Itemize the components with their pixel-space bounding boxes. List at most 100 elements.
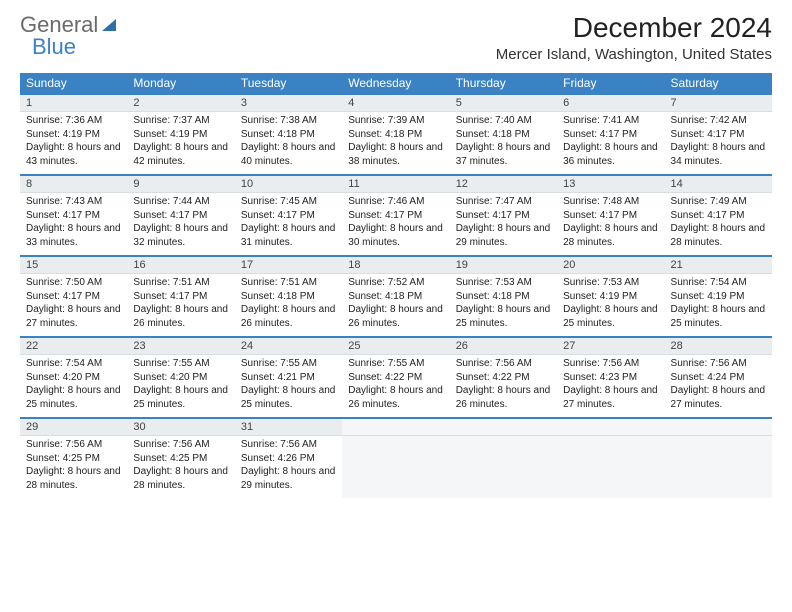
calendar-day-cell: 2Sunrise: 7:37 AMSunset: 4:19 PMDaylight…: [127, 94, 234, 175]
day-number: 11: [342, 176, 449, 193]
day-number: 9: [127, 176, 234, 193]
calendar-day-cell: 26Sunrise: 7:56 AMSunset: 4:22 PMDayligh…: [450, 337, 557, 418]
day-number: 12: [450, 176, 557, 193]
day-body: Sunrise: 7:47 AMSunset: 4:17 PMDaylight:…: [450, 193, 557, 255]
calendar-week-row: 22Sunrise: 7:54 AMSunset: 4:20 PMDayligh…: [20, 337, 772, 418]
day-body: Sunrise: 7:55 AMSunset: 4:21 PMDaylight:…: [235, 355, 342, 417]
daylight-line: Daylight: 8 hours and 26 minutes.: [348, 384, 443, 411]
sunrise-line: Sunrise: 7:50 AM: [26, 276, 121, 290]
day-number: 23: [127, 338, 234, 355]
sunset-line: Sunset: 4:18 PM: [241, 128, 336, 142]
sunrise-line: Sunrise: 7:56 AM: [671, 357, 766, 371]
sunset-line: Sunset: 4:22 PM: [348, 371, 443, 385]
day-number: 15: [20, 257, 127, 274]
day-body: Sunrise: 7:56 AMSunset: 4:22 PMDaylight:…: [450, 355, 557, 417]
sunset-line: Sunset: 4:21 PM: [241, 371, 336, 385]
sunrise-line: Sunrise: 7:56 AM: [133, 438, 228, 452]
sunset-line: Sunset: 4:19 PM: [133, 128, 228, 142]
daylight-line: Daylight: 8 hours and 34 minutes.: [671, 141, 766, 168]
day-body: Sunrise: 7:53 AMSunset: 4:19 PMDaylight:…: [557, 274, 664, 336]
sunrise-line: Sunrise: 7:56 AM: [241, 438, 336, 452]
calendar-day-cell: 14Sunrise: 7:49 AMSunset: 4:17 PMDayligh…: [665, 175, 772, 256]
day-number: 19: [450, 257, 557, 274]
day-body: Sunrise: 7:56 AMSunset: 4:24 PMDaylight:…: [665, 355, 772, 417]
daylight-line: Daylight: 8 hours and 27 minutes.: [26, 303, 121, 330]
sunset-line: Sunset: 4:25 PM: [26, 452, 121, 466]
header: General December 2024 Mercer Island, Was…: [0, 0, 792, 67]
day-body: Sunrise: 7:46 AMSunset: 4:17 PMDaylight:…: [342, 193, 449, 255]
daylight-line: Daylight: 8 hours and 28 minutes.: [133, 465, 228, 492]
day-number: 29: [20, 419, 127, 436]
day-body: Sunrise: 7:51 AMSunset: 4:17 PMDaylight:…: [127, 274, 234, 336]
day-body: Sunrise: 7:56 AMSunset: 4:25 PMDaylight:…: [20, 436, 127, 498]
sunrise-line: Sunrise: 7:46 AM: [348, 195, 443, 209]
daylight-line: Daylight: 8 hours and 25 minutes.: [26, 384, 121, 411]
day-body: Sunrise: 7:51 AMSunset: 4:18 PMDaylight:…: [235, 274, 342, 336]
logo-text-2: Blue: [32, 34, 76, 60]
daylight-line: Daylight: 8 hours and 25 minutes.: [671, 303, 766, 330]
sunrise-line: Sunrise: 7:51 AM: [241, 276, 336, 290]
day-body: Sunrise: 7:43 AMSunset: 4:17 PMDaylight:…: [20, 193, 127, 255]
daylight-line: Daylight: 8 hours and 30 minutes.: [348, 222, 443, 249]
day-body: Sunrise: 7:55 AMSunset: 4:20 PMDaylight:…: [127, 355, 234, 417]
calendar-day-cell: [450, 418, 557, 498]
day-body: Sunrise: 7:39 AMSunset: 4:18 PMDaylight:…: [342, 112, 449, 174]
sunset-line: Sunset: 4:20 PM: [26, 371, 121, 385]
calendar-day-cell: 23Sunrise: 7:55 AMSunset: 4:20 PMDayligh…: [127, 337, 234, 418]
day-body: Sunrise: 7:44 AMSunset: 4:17 PMDaylight:…: [127, 193, 234, 255]
day-body: Sunrise: 7:45 AMSunset: 4:17 PMDaylight:…: [235, 193, 342, 255]
sunset-line: Sunset: 4:17 PM: [563, 209, 658, 223]
day-number: 5: [450, 95, 557, 112]
calendar-day-cell: 15Sunrise: 7:50 AMSunset: 4:17 PMDayligh…: [20, 256, 127, 337]
sunrise-line: Sunrise: 7:37 AM: [133, 114, 228, 128]
daylight-line: Daylight: 8 hours and 25 minutes.: [456, 303, 551, 330]
day-header: Sunday: [20, 73, 127, 94]
calendar-day-cell: 24Sunrise: 7:55 AMSunset: 4:21 PMDayligh…: [235, 337, 342, 418]
sunrise-line: Sunrise: 7:53 AM: [563, 276, 658, 290]
day-header: Friday: [557, 73, 664, 94]
sunrise-line: Sunrise: 7:45 AM: [241, 195, 336, 209]
day-number: 21: [665, 257, 772, 274]
calendar-day-cell: 4Sunrise: 7:39 AMSunset: 4:18 PMDaylight…: [342, 94, 449, 175]
day-number: 28: [665, 338, 772, 355]
sunrise-line: Sunrise: 7:41 AM: [563, 114, 658, 128]
calendar-week-row: 8Sunrise: 7:43 AMSunset: 4:17 PMDaylight…: [20, 175, 772, 256]
day-number: 2: [127, 95, 234, 112]
calendar-day-cell: 25Sunrise: 7:55 AMSunset: 4:22 PMDayligh…: [342, 337, 449, 418]
day-body: [450, 436, 557, 498]
calendar-table: SundayMondayTuesdayWednesdayThursdayFrid…: [20, 73, 772, 498]
calendar-day-cell: 20Sunrise: 7:53 AMSunset: 4:19 PMDayligh…: [557, 256, 664, 337]
sunset-line: Sunset: 4:17 PM: [563, 128, 658, 142]
day-number: 6: [557, 95, 664, 112]
day-number: 4: [342, 95, 449, 112]
day-number: 3: [235, 95, 342, 112]
day-body: Sunrise: 7:48 AMSunset: 4:17 PMDaylight:…: [557, 193, 664, 255]
sunset-line: Sunset: 4:26 PM: [241, 452, 336, 466]
sunrise-line: Sunrise: 7:55 AM: [348, 357, 443, 371]
day-number: 16: [127, 257, 234, 274]
calendar-day-cell: 29Sunrise: 7:56 AMSunset: 4:25 PMDayligh…: [20, 418, 127, 498]
location-text: Mercer Island, Washington, United States: [496, 46, 772, 63]
day-header: Wednesday: [342, 73, 449, 94]
day-body: Sunrise: 7:55 AMSunset: 4:22 PMDaylight:…: [342, 355, 449, 417]
daylight-line: Daylight: 8 hours and 26 minutes.: [456, 384, 551, 411]
daylight-line: Daylight: 8 hours and 26 minutes.: [241, 303, 336, 330]
daylight-line: Daylight: 8 hours and 26 minutes.: [133, 303, 228, 330]
day-number: [665, 419, 772, 436]
sunset-line: Sunset: 4:17 PM: [133, 290, 228, 304]
sunset-line: Sunset: 4:19 PM: [26, 128, 121, 142]
sunrise-line: Sunrise: 7:43 AM: [26, 195, 121, 209]
calendar-day-cell: 18Sunrise: 7:52 AMSunset: 4:18 PMDayligh…: [342, 256, 449, 337]
sunset-line: Sunset: 4:18 PM: [456, 290, 551, 304]
day-number: 20: [557, 257, 664, 274]
day-number: 10: [235, 176, 342, 193]
daylight-line: Daylight: 8 hours and 28 minutes.: [26, 465, 121, 492]
sunset-line: Sunset: 4:19 PM: [563, 290, 658, 304]
sunset-line: Sunset: 4:18 PM: [348, 128, 443, 142]
sunrise-line: Sunrise: 7:55 AM: [241, 357, 336, 371]
calendar-day-cell: 22Sunrise: 7:54 AMSunset: 4:20 PMDayligh…: [20, 337, 127, 418]
day-header: Tuesday: [235, 73, 342, 94]
day-number: 7: [665, 95, 772, 112]
sunrise-line: Sunrise: 7:47 AM: [456, 195, 551, 209]
sunrise-line: Sunrise: 7:56 AM: [26, 438, 121, 452]
